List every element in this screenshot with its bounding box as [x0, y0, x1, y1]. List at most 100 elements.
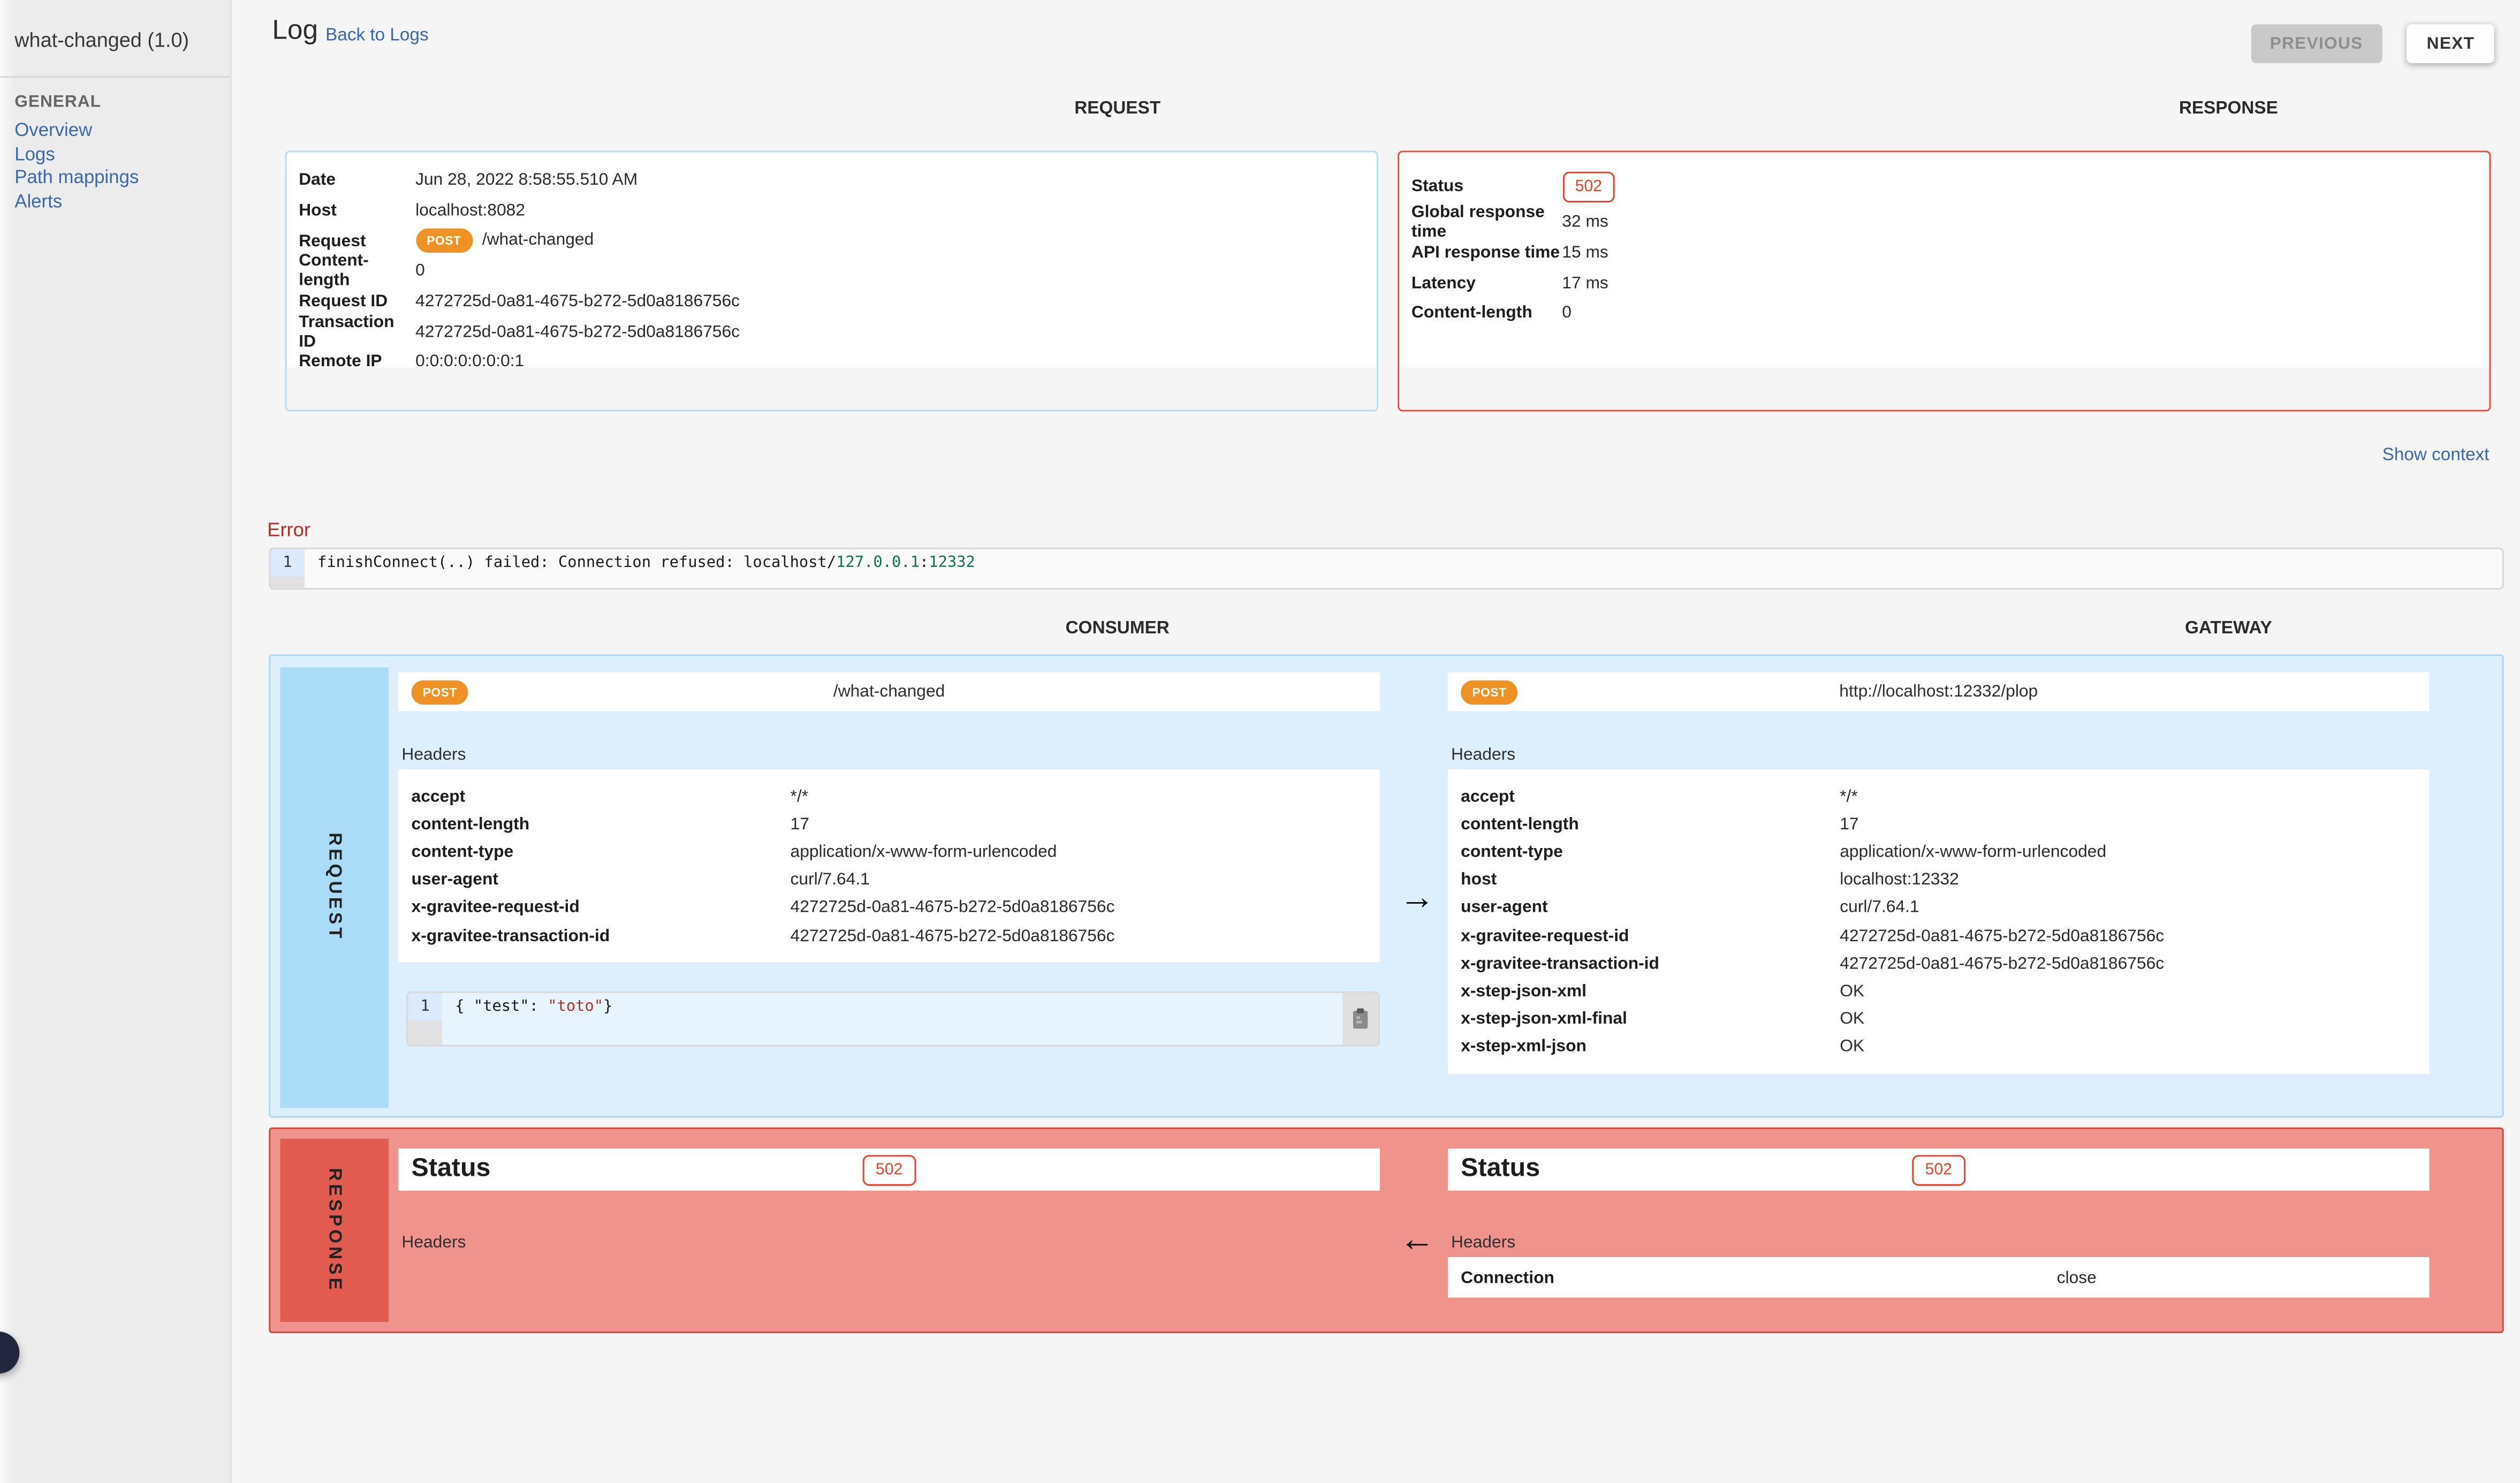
gateway-method-bar: POST http://localhost:12332/plop — [1447, 672, 2430, 712]
sidebar-item-path-mappings[interactable]: Path mappings — [14, 169, 139, 189]
header-key: x-gravitee-transaction-id — [1461, 954, 1659, 973]
flow-request-block: REQUEST POST /what-changed Headers accep… — [269, 654, 2504, 1118]
panel-footer — [286, 367, 1376, 410]
sidebar-divider — [0, 76, 230, 78]
header-value: 4272725d-0a81-4675-b272-5d0a8186756c — [1840, 954, 2165, 973]
status-badge: 502 — [1912, 1154, 1965, 1185]
row-value: 15 ms — [1562, 243, 1608, 263]
header-value: 4272725d-0a81-4675-b272-5d0a8186756c — [790, 898, 1115, 918]
summary-row-request: Request POST/what-changed — [299, 226, 1363, 256]
header-key: x-gravitee-request-id — [411, 898, 580, 918]
header-key: x-step-json-xml-final — [1461, 1009, 1627, 1029]
row-value: 17 ms — [1562, 273, 1608, 293]
header-value: 17 — [790, 814, 809, 834]
response-summary-panel: Status 502 Global response time 32 ms AP… — [1396, 150, 2491, 412]
request-vertical-label-text: REQUEST — [324, 833, 344, 942]
header-value: OK — [1840, 981, 1865, 1001]
main-content: Log Back to Logs PREVIOUS NEXT REQUEST R… — [232, 0, 2520, 1483]
gateway-response-headers-table: Connection close — [1447, 1257, 2430, 1298]
code-gutter: 1 — [270, 549, 305, 588]
page-title: Log — [272, 14, 318, 46]
response-vertical-label: RESPONSE — [280, 1139, 389, 1322]
row-value: POST/what-changed — [415, 229, 594, 253]
header-value: application/x-www-form-urlencoded — [1840, 842, 2107, 862]
sidebar-item-overview[interactable]: Overview — [14, 121, 93, 141]
sidebar-item-logs[interactable]: Logs — [14, 145, 55, 165]
method-badge: POST — [415, 229, 473, 253]
copy-icon[interactable] — [1350, 1008, 1370, 1030]
method-badge: POST — [1461, 679, 1518, 704]
header-value: OK — [1840, 1037, 1865, 1057]
row-value: 0 — [1562, 304, 1572, 323]
header-value: OK — [1840, 1009, 1865, 1029]
consumer-request-headers-table: accept */* content-length 17 content-type app… — [398, 769, 1380, 963]
gateway-request-headers-table: accept */* content-length 17 content-type app… — [1447, 769, 2430, 1074]
header-row: x-gravitee-transaction-id 4272725d-0a81-4… — [398, 921, 1380, 949]
header-row: content-length 17 — [1448, 810, 2430, 838]
method-badge: POST — [411, 679, 469, 704]
header-row: x-gravitee-transaction-id 4272725d-0a81-4… — [1448, 949, 2430, 977]
header-row: content-length 17 — [398, 810, 1380, 838]
row-label: Host — [299, 201, 337, 221]
header-value: localhost:12332 — [1840, 870, 1959, 890]
header-key: x-step-xml-json — [1461, 1037, 1587, 1057]
sidebar: what-changed (1.0) GENERAL Overview Logs P… — [0, 0, 232, 1483]
headers-label: Headers — [1451, 1232, 1516, 1252]
row-label: Request ID — [299, 291, 388, 312]
header-value: curl/7.64.1 — [1840, 898, 1919, 918]
headers-label: Headers — [1451, 745, 1516, 765]
payload-code: { "test": "toto"} — [442, 993, 1343, 1045]
row-value: 32 ms — [1562, 213, 1608, 232]
header-row: x-step-json-xml OK — [1448, 977, 2430, 1005]
summary-row-content-length: Content-length 0 — [1411, 298, 2476, 329]
status-badge: 502 — [862, 1154, 916, 1185]
summary-row-status: Status 502 — [1411, 165, 2476, 208]
consumer-request-url: /what-changed — [833, 682, 945, 702]
request-section-title: REQUEST — [1074, 99, 1161, 118]
arrow-left-icon: ← — [1399, 1218, 1435, 1259]
api-title: what-changed (1.0) — [14, 29, 189, 52]
header-row: host localhost:12332 — [1448, 866, 2430, 894]
code-gutter: 1 — [408, 993, 443, 1045]
header-value: */* — [1840, 786, 1858, 806]
next-button[interactable]: NEXT — [2407, 24, 2494, 64]
consumer-request-column: POST /what-changed Headers accept */* cont… — [398, 672, 1380, 1047]
summary-row-latency: Latency 17 ms — [1411, 268, 2476, 298]
gateway-status-bar: Status 502 — [1447, 1148, 2430, 1191]
sidebar-item-alerts[interactable]: Alerts — [14, 193, 63, 213]
header-value: 17 — [1840, 814, 1859, 834]
copy-strip[interactable] — [1342, 993, 1378, 1045]
show-context-link[interactable]: Show context — [2382, 445, 2489, 465]
header-row: x-gravitee-request-id 4272725d-0a81-4675-… — [1448, 921, 2430, 949]
back-to-logs-link[interactable]: Back to Logs — [325, 26, 429, 46]
header-row: user-agent curl/7.64.1 — [1448, 894, 2430, 921]
summary-row-transaction-id: Transaction ID 4272725d-0a81-4675-b272-5… — [299, 312, 1363, 351]
header-key: accept — [1461, 786, 1515, 806]
sidebar-section-general: GENERAL — [14, 92, 101, 112]
response-vertical-label-text: RESPONSE — [324, 1168, 344, 1293]
header-value: 4272725d-0a81-4675-b272-5d0a8186756c — [1840, 926, 2165, 945]
summary-row-global-time: Global response time 32 ms — [1411, 203, 2476, 242]
consumer-response-column: Status 502 Headers — [398, 1148, 1380, 1252]
row-label: Content-length — [1411, 304, 1532, 323]
header-row: content-type application/x-www-form-urlen… — [1448, 838, 2430, 866]
line-number: 1 — [270, 549, 305, 577]
headers-label: Headers — [401, 1232, 466, 1252]
header-key: x-gravitee-transaction-id — [411, 926, 610, 945]
payload-text: { "test": — [455, 998, 548, 1016]
gateway-response-column: Status 502 Headers Connection close — [1447, 1148, 2430, 1298]
error-separator: : — [919, 554, 929, 572]
row-value: 4272725d-0a81-4675-b272-5d0a8186756c — [415, 322, 740, 342]
payload-value: "toto" — [548, 998, 604, 1016]
error-title: Error — [267, 518, 310, 541]
status-badge: 502 — [1562, 171, 1615, 202]
error-ip: 127.0.0.1 — [836, 554, 920, 572]
request-summary-panel: Date Jun 28, 2022 8:58:55.510 AM Host lo… — [284, 150, 1378, 412]
status-label: Status — [411, 1155, 491, 1183]
panel-footer — [1398, 367, 2488, 410]
previous-button[interactable]: PREVIOUS — [2250, 24, 2382, 64]
line-number: 1 — [408, 993, 443, 1021]
arrow-right-icon: → — [1399, 876, 1435, 917]
status-label: Status — [1461, 1155, 1540, 1183]
